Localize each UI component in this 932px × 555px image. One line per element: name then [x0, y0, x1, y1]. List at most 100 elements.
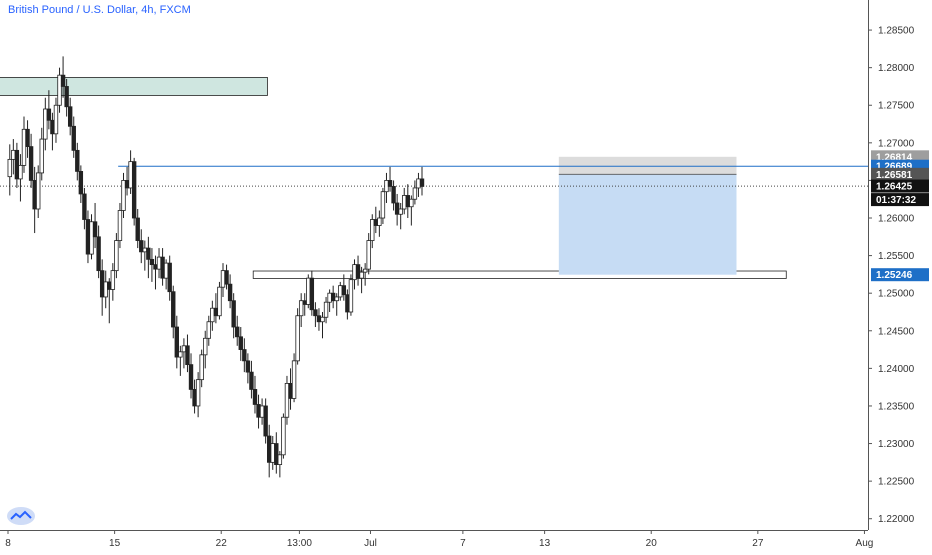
candle — [352, 264, 357, 281]
time-tick-label: 20 — [646, 538, 658, 549]
candle — [263, 405, 268, 437]
candle — [117, 210, 123, 241]
candle — [92, 221, 98, 238]
candle — [21, 128, 27, 166]
candle — [394, 202, 400, 215]
price-tick-label: 1.28500 — [878, 26, 915, 37]
candle — [39, 138, 44, 174]
price-label: 1.26425 — [876, 182, 913, 193]
time-tick-label: Jul — [364, 538, 377, 549]
candle — [412, 187, 418, 200]
candle — [291, 360, 297, 399]
price-tick-label: 1.22000 — [878, 514, 915, 525]
candle — [107, 281, 112, 290]
candle — [64, 86, 69, 108]
candle — [135, 217, 140, 241]
price-tick-label: 1.23000 — [878, 439, 915, 450]
time-tick-label: 13:00 — [287, 538, 312, 549]
candle — [238, 336, 243, 350]
candle — [131, 161, 137, 219]
candle — [235, 326, 240, 338]
candle — [18, 164, 23, 180]
price-tick-label: 1.22500 — [878, 477, 915, 488]
candle — [345, 294, 350, 313]
candle — [174, 326, 180, 358]
tradingview-logo-icon[interactable] — [6, 506, 36, 526]
candle — [302, 300, 307, 305]
price-tick-label: 1.23500 — [878, 401, 915, 412]
candle — [99, 270, 105, 298]
candle — [43, 108, 48, 140]
price-axis[interactable]: 1.285001.280001.275001.270001.265001.260… — [868, 0, 915, 530]
candle — [245, 360, 251, 373]
candle — [391, 186, 396, 204]
candle — [266, 435, 272, 463]
candle — [231, 300, 236, 328]
candle — [362, 268, 368, 273]
price-tick-label: 1.24500 — [878, 326, 915, 337]
candle — [402, 195, 407, 210]
price-tick-label: 1.28000 — [878, 63, 915, 74]
candle — [32, 180, 37, 210]
candle — [373, 219, 379, 226]
candle — [96, 236, 101, 272]
position-stop-area — [558, 156, 737, 175]
candle — [213, 307, 219, 317]
candle — [377, 217, 382, 226]
candle — [85, 219, 91, 255]
price-label: 1.26814 — [876, 152, 913, 163]
candle — [11, 149, 16, 160]
candle — [217, 286, 222, 317]
candle — [156, 256, 162, 270]
price-label: 1.25246 — [876, 270, 913, 281]
candle — [53, 104, 59, 135]
candle — [359, 271, 364, 279]
candle — [192, 389, 197, 407]
time-tick-label: 27 — [752, 538, 764, 549]
candle — [181, 345, 187, 353]
candle — [71, 125, 76, 151]
time-tick-label: 7 — [460, 538, 466, 549]
chart-title: British Pound / U.S. Dollar, 4h, FXCM — [8, 4, 191, 16]
candle — [121, 180, 126, 211]
candle — [114, 240, 119, 272]
candle — [259, 405, 265, 418]
candle — [36, 172, 41, 210]
time-axis[interactable]: 8 15 22 13:00 Jul 7 13 20 27 Aug — [0, 530, 873, 549]
candle — [242, 349, 247, 362]
candle — [355, 264, 361, 279]
candle — [380, 191, 386, 219]
candle — [323, 301, 329, 318]
time-tick-label: 13 — [539, 538, 551, 549]
price-label: 01:37:32 — [876, 195, 916, 206]
candle — [409, 198, 414, 208]
candle — [160, 256, 165, 279]
candle — [370, 219, 375, 241]
time-tick-label: Aug — [856, 538, 874, 549]
candles-layer — [7, 56, 425, 478]
candle — [338, 285, 343, 298]
candle — [163, 262, 169, 279]
candle — [60, 74, 66, 87]
candle — [178, 351, 183, 358]
candle — [313, 309, 318, 317]
candle — [195, 379, 201, 407]
candle — [124, 180, 130, 189]
candle — [384, 180, 389, 193]
candle — [341, 285, 347, 296]
candle — [171, 291, 176, 328]
time-tick-label: 15 — [109, 538, 121, 549]
position-tool[interactable] — [558, 156, 737, 275]
candle — [256, 404, 261, 418]
candle — [210, 307, 215, 323]
candle — [199, 354, 204, 381]
candle — [128, 161, 133, 189]
candle — [249, 371, 254, 390]
price-label-bg — [871, 179, 929, 193]
time-tick-label: 8 — [5, 538, 11, 549]
candle — [284, 383, 290, 418]
candle — [110, 270, 116, 290]
candle — [306, 277, 311, 305]
